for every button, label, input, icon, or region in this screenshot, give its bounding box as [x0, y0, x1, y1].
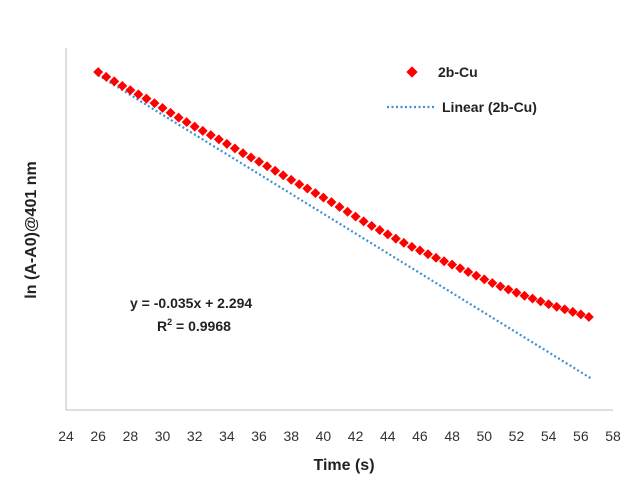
data-point — [487, 278, 498, 288]
x-axis-label: Time (s) — [313, 457, 374, 474]
r-squared-value: = 0.9968 — [172, 318, 231, 334]
data-point — [262, 161, 273, 172]
x-tick-label: 56 — [573, 428, 589, 444]
data-point — [205, 130, 216, 141]
data-point — [519, 290, 530, 301]
data-point — [165, 107, 176, 118]
x-tick-label: 38 — [283, 428, 299, 444]
x-tick-label: 36 — [251, 428, 267, 444]
data-point — [302, 183, 313, 194]
x-tick-label: 40 — [316, 428, 332, 444]
r-squared-superscript: 2 — [167, 317, 172, 327]
data-point — [238, 148, 248, 159]
data-point — [149, 98, 160, 109]
data-point — [423, 249, 433, 260]
data-point — [133, 89, 144, 100]
data-point — [527, 293, 538, 304]
data-point — [278, 170, 289, 181]
data-point — [406, 241, 417, 252]
y-axis-label: ln (A-A0)@401 nm — [23, 161, 40, 298]
data-point — [197, 125, 208, 136]
x-tick-label: 48 — [444, 428, 460, 444]
data-point — [463, 267, 474, 277]
trendline-layer — [97, 74, 593, 380]
x-tick-label: 58 — [605, 428, 621, 444]
legend-label-scatter: 2b-Cu — [438, 64, 478, 80]
data-point — [358, 216, 369, 227]
data-point — [543, 299, 554, 310]
data-point — [575, 309, 586, 320]
data-point — [390, 233, 401, 244]
data-point — [326, 197, 337, 208]
trendline — [97, 74, 593, 380]
data-point — [229, 143, 240, 154]
data-point — [318, 192, 329, 203]
data-point — [246, 152, 256, 163]
x-tick-label: 32 — [187, 428, 203, 444]
x-tick-label: 44 — [380, 428, 396, 444]
data-points — [93, 67, 594, 322]
data-point — [117, 80, 128, 91]
data-point — [382, 229, 393, 240]
data-point — [93, 67, 104, 77]
x-tick-label: 52 — [509, 428, 525, 444]
data-point — [213, 134, 224, 145]
data-point — [535, 296, 546, 307]
data-point — [294, 179, 305, 190]
x-tick-label: 24 — [58, 428, 74, 444]
x-tick-label: 26 — [90, 428, 106, 444]
data-point — [270, 165, 281, 176]
legend-label-trendline: Linear (2b-Cu) — [442, 99, 537, 115]
data-point — [310, 188, 321, 199]
x-tick-label: 54 — [541, 428, 557, 444]
data-point — [157, 103, 168, 113]
r-squared-symbol: R — [157, 318, 167, 334]
legend-marker-scatter — [406, 66, 418, 78]
data-point — [342, 206, 353, 217]
data-point — [181, 117, 192, 128]
data-point — [125, 85, 136, 96]
data-point — [551, 301, 562, 312]
data-point — [471, 270, 482, 281]
x-tick-label: 46 — [412, 428, 428, 444]
x-tick-labels: 24 26 28 30 32 34 36 38 40 42 44 46 48 50 52 54 56 58 — [58, 428, 621, 444]
plot-axes — [65, 48, 613, 411]
data-point — [374, 225, 385, 236]
data-point — [254, 156, 265, 167]
data-point — [398, 237, 409, 248]
data-point — [141, 93, 152, 104]
trendline-equation: y = -0.035x + 2.294 — [130, 295, 252, 311]
data-point — [439, 256, 450, 267]
data-point — [447, 259, 458, 270]
legend: 2b-Cu Linear (2b-Cu) — [387, 64, 537, 115]
data-point — [583, 312, 594, 322]
data-point — [173, 112, 184, 123]
data-point — [455, 263, 466, 274]
data-point — [567, 306, 578, 317]
x-tick-label: 50 — [477, 428, 493, 444]
data-point — [559, 304, 570, 315]
data-point — [479, 274, 490, 285]
data-point — [221, 138, 232, 149]
data-point — [189, 121, 200, 132]
x-tick-label: 34 — [219, 428, 235, 444]
data-point — [286, 174, 297, 185]
data-point — [101, 71, 112, 82]
data-point — [350, 211, 361, 222]
data-point — [495, 281, 506, 292]
data-point — [366, 220, 377, 231]
data-point — [109, 76, 120, 87]
r-squared-label: R2 = 0.9968 — [157, 317, 231, 334]
data-point — [503, 284, 514, 295]
data-point — [334, 201, 345, 212]
data-point — [431, 252, 441, 263]
data-point — [511, 287, 522, 298]
x-tick-label: 30 — [155, 428, 171, 444]
x-tick-label: 42 — [348, 428, 364, 444]
x-tick-label: 28 — [123, 428, 139, 444]
data-point — [414, 245, 425, 256]
